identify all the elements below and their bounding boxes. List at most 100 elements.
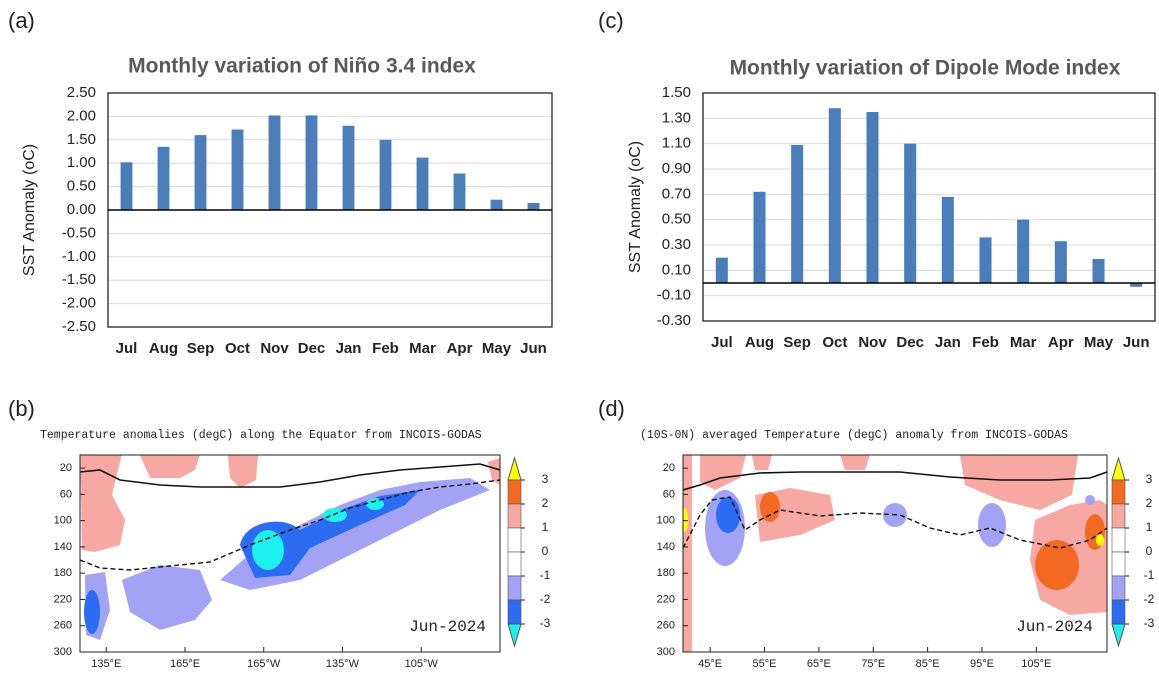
isotherm-dashed bbox=[683, 496, 1107, 549]
annotation: Jun-2024 bbox=[1016, 618, 1093, 636]
panel-label: (d) bbox=[598, 396, 625, 421]
warm-region bbox=[683, 455, 692, 652]
x-tick-label: 45°E bbox=[698, 658, 722, 670]
isotherm-solid bbox=[683, 471, 1107, 491]
annotation: Jun-2024 bbox=[409, 618, 486, 636]
bar bbox=[715, 257, 728, 283]
colorbar-bin bbox=[507, 527, 522, 553]
colorbar-end bbox=[1111, 623, 1126, 648]
x-tick-label: Sep bbox=[187, 340, 215, 357]
x-tick-label: Jan bbox=[935, 334, 961, 351]
bar bbox=[791, 144, 804, 283]
y-tick-label: 260 bbox=[657, 620, 675, 632]
x-tick-label: 105°E bbox=[1021, 658, 1051, 670]
x-tick-label: Feb bbox=[972, 334, 999, 351]
cold-region bbox=[240, 490, 420, 578]
y-tick-label: 0.50 bbox=[662, 211, 691, 228]
bar bbox=[194, 135, 207, 210]
hot-region bbox=[683, 508, 688, 532]
x-tick-label: 135°W bbox=[326, 658, 360, 670]
colorbar-end bbox=[507, 456, 522, 481]
colorbar-label: -3 bbox=[540, 616, 551, 630]
bar bbox=[828, 108, 841, 283]
x-tick-label: Dec bbox=[298, 340, 326, 357]
colorbar-bin bbox=[507, 551, 522, 577]
x-tick-label: Jun bbox=[1123, 334, 1150, 351]
y-tick-label: -0.30 bbox=[657, 312, 691, 329]
bar bbox=[941, 196, 954, 283]
colorbar-label: -2 bbox=[1144, 592, 1155, 606]
x-tick-label: 165°E bbox=[170, 658, 200, 670]
bar bbox=[1054, 241, 1067, 283]
y-tick-label: -2.50 bbox=[62, 318, 96, 335]
y-tick-label: 20 bbox=[663, 462, 675, 474]
isotherm-solid bbox=[80, 463, 500, 488]
colorbar-label: -1 bbox=[1144, 568, 1155, 582]
colorbar-end bbox=[1111, 456, 1126, 481]
y-tick-label: 1.30 bbox=[662, 109, 691, 126]
panel-label: (c) bbox=[598, 8, 624, 33]
bar bbox=[453, 173, 466, 210]
y-tick-label: 260 bbox=[54, 620, 72, 632]
coldest-region bbox=[252, 530, 284, 570]
colorbar-bin bbox=[507, 503, 522, 529]
x-tick-label: 105°W bbox=[405, 658, 439, 670]
bar bbox=[157, 146, 170, 210]
bar bbox=[342, 125, 355, 210]
warm-region bbox=[700, 455, 746, 490]
warm-region bbox=[752, 455, 772, 470]
cool-region bbox=[1085, 495, 1095, 505]
colorbar-bin bbox=[507, 479, 522, 505]
y-tick-label: 2.00 bbox=[67, 107, 96, 124]
colorbar-label: 3 bbox=[1146, 472, 1153, 486]
isotherm-dashed bbox=[80, 479, 500, 571]
bar bbox=[305, 115, 318, 210]
y-tick-label: 1.50 bbox=[67, 131, 96, 148]
y-tick-label: 300 bbox=[54, 646, 72, 658]
coldest-region bbox=[366, 498, 384, 510]
chart-title: Monthly variation of Niño 3.4 index bbox=[128, 55, 476, 78]
bar bbox=[979, 237, 992, 283]
bar bbox=[753, 191, 766, 283]
panel-label: (a) bbox=[8, 8, 35, 33]
x-tick-label: Nov bbox=[858, 334, 887, 351]
x-tick-label: Mar bbox=[409, 340, 436, 357]
colorbar-bin bbox=[1111, 551, 1126, 577]
y-tick-label: 300 bbox=[657, 646, 675, 658]
plot-frame bbox=[79, 454, 501, 653]
colorbar-bin bbox=[1111, 599, 1126, 625]
chart-title: Monthly variation of Dipole Mode index bbox=[730, 57, 1121, 80]
x-tick-label: Sep bbox=[783, 334, 811, 351]
warm-region bbox=[488, 458, 500, 485]
colorbar-label: 0 bbox=[542, 544, 549, 558]
bar bbox=[231, 129, 244, 210]
colorbar-label: 3 bbox=[542, 472, 549, 486]
y-tick-label: 1.00 bbox=[67, 154, 96, 171]
colorbar-bin bbox=[1111, 503, 1126, 529]
panel-label: (b) bbox=[8, 396, 35, 421]
y-tick-label: 100 bbox=[657, 515, 675, 527]
x-tick-label: Feb bbox=[372, 340, 399, 357]
plot-frame bbox=[702, 92, 1156, 322]
colorbar-label: -2 bbox=[540, 592, 551, 606]
cold-region bbox=[716, 497, 740, 533]
cool-region bbox=[978, 503, 1006, 547]
contour-field bbox=[80, 455, 500, 640]
x-tick-label: Aug bbox=[745, 334, 774, 351]
cool-region bbox=[122, 565, 212, 630]
y-tick-label: 20 bbox=[60, 462, 72, 474]
x-tick-label: Jul bbox=[116, 340, 138, 357]
y-tick-label: 2.50 bbox=[67, 84, 96, 101]
y-tick-label: 0.70 bbox=[662, 185, 691, 202]
colorbar-label: 1 bbox=[1146, 520, 1153, 534]
y-tick-label: 0.00 bbox=[67, 201, 96, 218]
x-tick-label: May bbox=[482, 340, 512, 357]
bar bbox=[379, 139, 392, 210]
y-tick-label: -2.00 bbox=[62, 295, 96, 312]
x-tick-label: Oct bbox=[225, 340, 250, 357]
bar bbox=[416, 157, 429, 210]
bar bbox=[490, 199, 503, 210]
y-tick-label: 180 bbox=[657, 567, 675, 579]
warm-region bbox=[760, 492, 780, 522]
bar bbox=[1130, 283, 1143, 287]
